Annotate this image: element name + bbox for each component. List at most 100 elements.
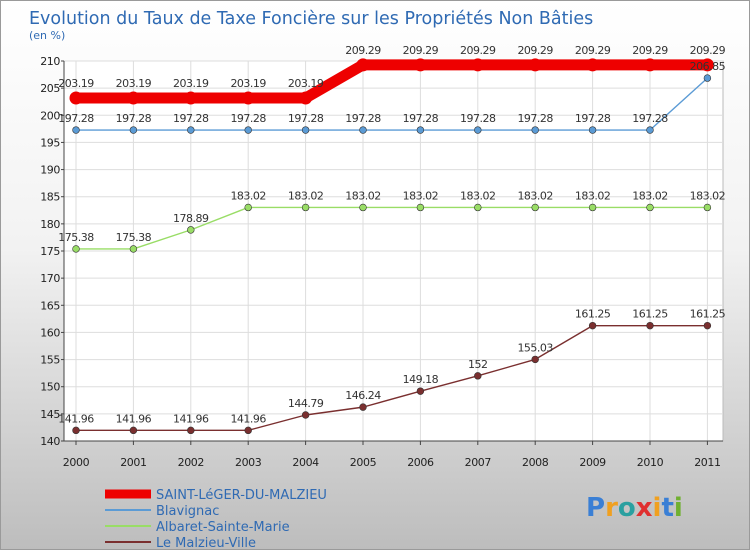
legend-label: Albaret-Sainte-Marie: [156, 520, 290, 535]
data-label: 197.28: [403, 112, 439, 125]
y-tick-label: 160: [40, 326, 60, 339]
data-point: [356, 58, 370, 72]
data-point: [187, 426, 195, 435]
data-label: 175.38: [58, 231, 94, 244]
y-tick-label: 155: [40, 354, 60, 367]
data-label: 203.19: [230, 77, 266, 90]
data-label: 209.29: [575, 44, 611, 57]
x-tick-label: 2007: [465, 456, 492, 469]
y-tick-label: 165: [40, 299, 60, 312]
data-point: [528, 58, 542, 72]
y-tick-label: 200: [40, 109, 60, 122]
data-label: 161.25: [632, 308, 668, 321]
y-tick-label: 210: [40, 55, 60, 68]
proxiti-logo: Proxiti: [586, 493, 683, 523]
data-point: [244, 426, 252, 435]
series-layer: [69, 58, 714, 435]
data-label: 197.28: [230, 112, 266, 125]
data-label: 183.02: [288, 189, 324, 202]
series-line-saint-l-ger-du-malzieu: [70, 59, 713, 104]
data-point: [474, 126, 482, 134]
data-label: 197.28: [575, 112, 611, 125]
data-point: [359, 203, 367, 212]
legend-label: Blavignac: [156, 504, 219, 519]
logo-letter: x: [636, 493, 653, 523]
data-point: [703, 321, 712, 330]
data-point: [416, 387, 425, 395]
data-point: [588, 126, 597, 134]
data-point: [301, 126, 310, 134]
data-label: 197.28: [288, 112, 324, 125]
data-label: 141.96: [116, 412, 152, 425]
data-label: 203.19: [173, 77, 209, 90]
data-point: [531, 203, 539, 212]
data-point: [359, 403, 367, 411]
data-point: [187, 126, 195, 134]
data-label: 152: [468, 358, 488, 371]
logo-letter: r: [605, 493, 618, 523]
x-tick-label: 2011: [694, 456, 720, 469]
data-label: 197.28: [460, 112, 496, 125]
data-point: [359, 126, 367, 134]
data-point: [471, 58, 485, 72]
data-point: [416, 126, 425, 134]
data-labels: 141.96 141.96 141.96 141.96 144.79 146.24 149.…: [58, 44, 726, 426]
data-label: 141.96: [58, 412, 94, 425]
data-label: 183.02: [575, 189, 611, 202]
x-tick-label: 2008: [522, 456, 549, 469]
data-point: [531, 126, 539, 134]
data-label: 197.28: [517, 112, 553, 125]
data-point: [129, 245, 138, 253]
data-label: 197.28: [116, 112, 152, 125]
data-point: [72, 245, 80, 253]
data-label: 209.29: [690, 44, 726, 57]
data-label: 209.29: [345, 44, 381, 57]
y-tick-label: 180: [40, 218, 60, 231]
x-tick-label: 2000: [63, 456, 90, 469]
data-point: [299, 91, 313, 105]
data-label: 141.96: [230, 412, 266, 425]
logo-letter: i: [674, 493, 683, 523]
data-label: 183.02: [345, 189, 381, 202]
logo-letter: t: [661, 493, 673, 523]
data-point: [301, 411, 310, 419]
data-label: 144.79: [288, 397, 324, 410]
data-point: [413, 58, 427, 72]
y-tick-label: 145: [40, 408, 60, 421]
legend-label: Le Malzieu-Ville: [156, 536, 256, 549]
y-tick-label: 195: [40, 136, 60, 149]
x-tick-label: 2004: [292, 456, 319, 469]
data-label: 209.29: [632, 44, 668, 57]
logo-letter: i: [653, 493, 662, 523]
x-tick-label: 2010: [637, 456, 664, 469]
data-label: 183.02: [517, 189, 553, 202]
legend-label: SAINT-LéGER-DU-MALZIEU: [156, 488, 327, 503]
data-label: 209.29: [517, 44, 553, 57]
data-point: [700, 58, 714, 72]
axes: 1401451501551601651701751801851901952002…: [40, 55, 723, 469]
series-line-albaret-sainte-marie: [75, 206, 709, 250]
series-line-blavignac: [75, 77, 709, 131]
data-point: [241, 91, 255, 105]
data-label: 183.02: [230, 189, 266, 202]
y-tick-label: 150: [40, 381, 60, 394]
data-point: [586, 58, 600, 72]
data-point: [416, 203, 425, 212]
data-point: [588, 321, 597, 330]
data-label: 197.28: [173, 112, 209, 125]
data-point: [244, 126, 252, 134]
data-label: 197.28: [632, 112, 668, 125]
chart-title: Evolution du Taux de Taxe Foncière sur l…: [29, 9, 593, 29]
data-point: [643, 58, 657, 72]
data-label: 161.25: [575, 308, 611, 321]
data-label: 146.24: [345, 389, 381, 402]
data-point: [129, 426, 138, 435]
data-point: [646, 321, 654, 330]
data-label: 183.02: [690, 189, 726, 202]
x-tick-label: 2006: [407, 456, 434, 469]
data-point: [646, 203, 654, 212]
y-tick-label: 190: [40, 164, 60, 177]
y-tick-label: 140: [40, 435, 60, 448]
